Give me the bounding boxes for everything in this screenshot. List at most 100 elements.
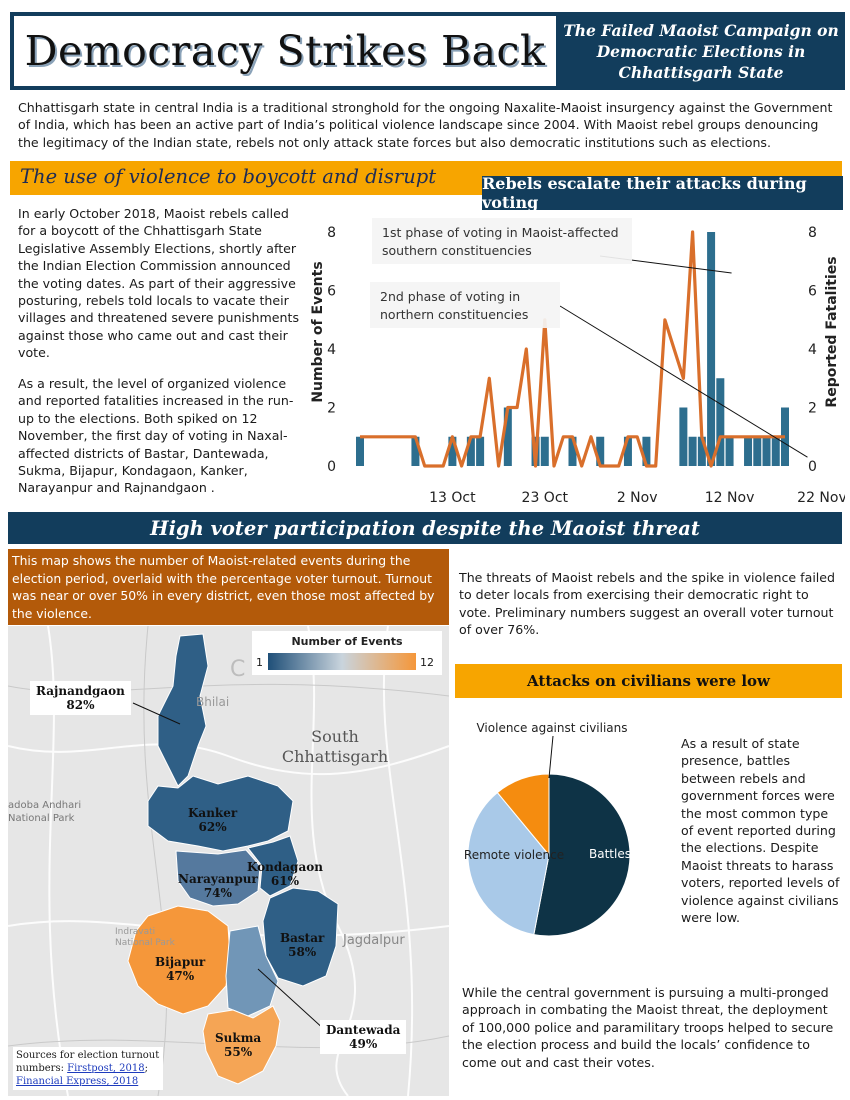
title-box: Democracy Strikes Back [14, 16, 556, 86]
event-bar [707, 232, 716, 466]
y2-tick-label: 0 [808, 459, 817, 475]
map-label-sukma: Sukma 55% [215, 1031, 262, 1059]
event-bar [762, 436, 771, 466]
event-bar [540, 436, 549, 466]
map-graphic: C [8, 626, 449, 1096]
chart-y2ticks: 0 2 4 6 8 [808, 225, 817, 475]
event-bar [356, 436, 364, 466]
annotation-box [370, 282, 560, 328]
chart-annotations: 1st phase of voting in Maoist-affected so… [370, 218, 808, 458]
civilians-paragraph: As a result of state presence, battles b… [681, 736, 840, 926]
annotation-leader [559, 305, 808, 458]
pie-label-remote-violence: Remote violence [464, 848, 564, 862]
y-tick-label: 4 [327, 342, 336, 358]
event-bar [688, 436, 697, 466]
page-subtitle: The Failed Maoist Campaign on Democratic… [563, 21, 839, 82]
map-place-jagdalpur: Jagdalpur [343, 933, 405, 948]
section1-paragraph-1: In early October 2018, Maoist rebels cal… [18, 206, 300, 361]
chart-line-group [360, 230, 785, 468]
y2-axis-label: Reported Fatalities [824, 256, 840, 407]
section2-title: High voter participation despite the Mao… [8, 512, 842, 544]
event-bar [623, 436, 632, 466]
x-tick-label: 2 Nov [617, 490, 658, 506]
sources-label: Sources for election turnout numbers: [16, 1050, 160, 1074]
y2-tick-label: 2 [808, 401, 817, 417]
y2-tick-label: 4 [808, 342, 817, 358]
legend-min: 1 [256, 656, 263, 669]
sources-note: Sources for election turnout numbers: Fi… [13, 1047, 163, 1090]
map-legend: Number of Events 1 12 [252, 631, 442, 675]
y-tick-label: 2 [327, 401, 336, 417]
event-bar [771, 436, 780, 466]
map-label-bastar: Bastar 58% [280, 931, 325, 959]
pie-slice-battles [533, 773, 631, 937]
closing-paragraph: While the central government is pursuing… [462, 985, 834, 1070]
annotation-text: 1st phase of voting in Maoist-affected so… [382, 225, 619, 258]
source-link-financial-express[interactable]: Financial Express, 2018 [16, 1076, 139, 1087]
x-tick-label: 23 Oct [522, 490, 569, 506]
map-place-bhilai: Bhilai [196, 695, 230, 709]
event-bar [466, 436, 475, 466]
map-place-national-park: adoba Andhari National Park [8, 800, 82, 824]
pie-slice-remote-violence [467, 791, 550, 936]
y-axis-label: Number of Events [310, 261, 326, 402]
y2-tick-label: 6 [808, 284, 817, 300]
section1-title: The use of violence to boycott and disru… [20, 165, 437, 188]
event-bar [568, 436, 577, 466]
y-tick-label: 6 [327, 284, 336, 300]
event-bar [725, 436, 734, 466]
district-bijapur [127, 905, 231, 1015]
chart-title: Rebels escalate their attacks during vot… [482, 174, 843, 212]
event-bar [753, 436, 762, 466]
event-type-pie-chart: Violence against civilians Battles Remot… [464, 721, 631, 937]
event-bar [448, 436, 457, 466]
source-link-firstpost[interactable]: Firstpost, 2018 [67, 1063, 145, 1074]
y-tick-label: 8 [327, 225, 336, 241]
event-bar [716, 378, 725, 466]
map-label-kondagaon: Kondagaon 61% [247, 860, 323, 888]
legend-gradient [268, 653, 416, 670]
y-tick-label: 0 [327, 459, 336, 475]
event-bar [503, 407, 512, 466]
district-rajnandgaon [157, 633, 209, 787]
fatalities-line [360, 230, 785, 468]
district-kondagaon [247, 835, 299, 897]
section1-paragraph-2: As a result, the level of organized viol… [18, 376, 294, 496]
event-bar [411, 436, 420, 466]
events-chart: 0 2 4 6 8 0 2 4 6 8 13 Oct 23 Oct 2 Nov 12 Nov 22 No… [310, 218, 845, 506]
map-place-indravati: Indravati National Park [115, 927, 175, 948]
intro-paragraph: Chhattisgarh state in central India is a… [18, 100, 833, 150]
district-dantewada [225, 925, 279, 1017]
chart-yticks: 0 2 4 6 8 [327, 225, 336, 475]
district-narayanpur [175, 849, 261, 907]
event-bar [697, 436, 706, 466]
pie-label-civilians: Violence against civilians [476, 721, 627, 735]
pie-label-battles: Battles [589, 847, 631, 861]
event-bar [596, 436, 605, 466]
chart-xticks: 13 Oct 23 Oct 2 Nov 12 Nov 22 Nov [429, 490, 845, 506]
x-tick-label: 13 Oct [429, 490, 476, 506]
legend-title: Number of Events [291, 635, 403, 648]
district-sukma [202, 1005, 281, 1085]
x-tick-label: 12 Nov [705, 490, 755, 506]
event-bar [642, 436, 651, 466]
event-bar [744, 436, 753, 466]
civilians-chart-title: Attacks on civilians were low [455, 664, 842, 698]
legend-max: 12 [420, 656, 434, 669]
map-label-kanker: Kanker 62% [188, 806, 238, 834]
map-label-dantewada: Dantewada 49% [320, 1020, 407, 1054]
pie-slices [467, 773, 631, 937]
svg-text:C: C [230, 657, 245, 682]
map-label-rajnandgaon: Rajnandgaon 82% [30, 681, 131, 715]
annotation-text: 2nd phase of voting in northern constitue… [380, 289, 528, 322]
map-label-narayanpur: Narayanpur 74% [178, 872, 258, 900]
map-caption: This map shows the number of Maoist-rela… [8, 549, 449, 625]
y2-tick-label: 8 [808, 225, 817, 241]
map-label-bijapur: Bijapur 47% [155, 955, 206, 983]
page-title: Democracy Strikes Back [24, 27, 546, 75]
district-bastar [262, 887, 339, 987]
district-kanker [147, 775, 294, 852]
map-region-label: South Chhattisgarh [281, 727, 389, 766]
turnout-paragraph: The threats of Maoist rebels and the spi… [459, 570, 836, 638]
annotation-box [372, 218, 632, 264]
